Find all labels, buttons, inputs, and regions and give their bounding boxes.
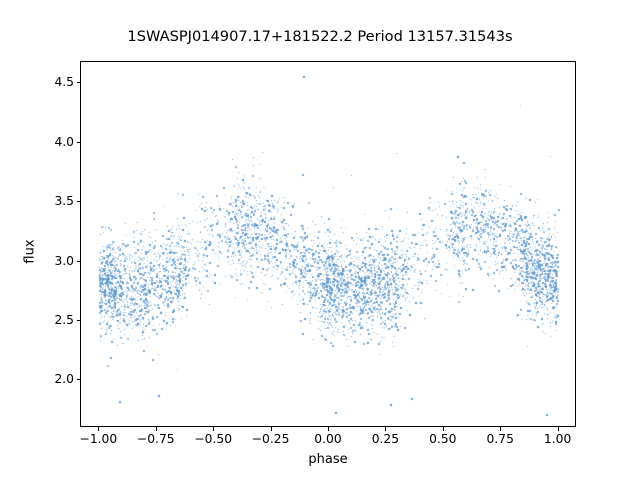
y-tick-label: 3.5 (54, 194, 74, 209)
y-tick-mark (76, 201, 80, 203)
x-tick-mark (557, 427, 559, 431)
x-tick-mark (213, 427, 215, 431)
y-tick-mark (76, 82, 80, 84)
y-tick-mark (76, 141, 80, 143)
x-tick-mark (442, 427, 444, 431)
x-tick-mark (500, 427, 502, 431)
x-axis-label: phase (308, 452, 348, 467)
scatter-plot-axes (80, 61, 576, 427)
x-tick-label: −0.25 (251, 432, 290, 446)
x-tick-mark (98, 427, 100, 431)
x-tick-label: −0.75 (136, 432, 175, 446)
y-tick-label: 2.5 (54, 313, 74, 328)
y-tick-label: 3.0 (54, 253, 74, 268)
x-tick-label: 0.00 (314, 432, 342, 446)
x-tick-label: 0.50 (429, 432, 457, 446)
x-tick-label: −0.50 (194, 432, 233, 446)
x-tick-label: 0.75 (486, 432, 514, 446)
x-tick-label: 1.00 (543, 432, 572, 446)
page-title: 1SWASPJ014907.17+181522.2 Period 13157.3… (127, 28, 513, 45)
x-tick-mark (328, 427, 329, 431)
x-tick-mark (270, 427, 272, 431)
x-tick-mark (155, 427, 157, 431)
y-tick-mark (76, 379, 80, 381)
x-tick-label: 0.25 (371, 432, 400, 446)
x-tick-label: −1.00 (79, 432, 118, 446)
x-tick-mark (385, 427, 387, 431)
y-tick-label: 2.0 (54, 372, 74, 387)
y-tick-mark (76, 320, 80, 322)
y-tick-label: 4.5 (54, 75, 74, 90)
y-tick-label: 4.0 (54, 134, 74, 149)
scatter-points-layer (81, 62, 575, 426)
y-axis-label: flux (22, 239, 38, 264)
y-tick-mark (76, 260, 80, 262)
